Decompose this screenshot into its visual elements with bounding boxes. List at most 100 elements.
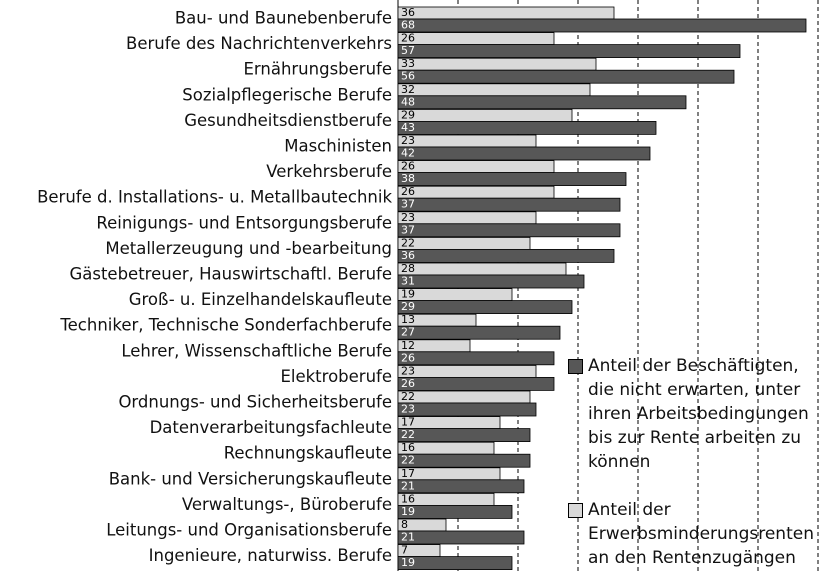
bar [397,109,573,122]
value-label: 19 [401,556,415,569]
value-label: 26 [401,351,415,364]
bar [397,376,555,391]
value-label: 22 [401,428,415,441]
value-label: 26 [401,32,415,45]
bar [397,57,597,71]
bar [397,274,585,289]
value-label: 22 [401,390,415,403]
category-label: Ernährungsberufe [243,60,392,79]
value-label: 21 [401,479,415,492]
bar [397,95,687,110]
category-label: Bank- und Versicherungskaufleute [109,469,392,488]
value-label: 19 [401,288,415,301]
value-label: 56 [401,70,415,83]
value-label: 36 [401,6,415,19]
category-label: Metallerzeugung und -bearbeitung [105,239,392,258]
category-label: Berufe d. Installations- u. Metallbautec… [37,188,392,207]
bar [397,530,525,545]
category-label: Verwaltungs-, Büroberufe [182,495,392,514]
bar [397,197,621,212]
value-label: 23 [401,211,415,224]
bar [397,479,525,494]
category-label: Gästebetreuer, Hauswirtschaftl. Berufe [69,265,392,284]
bar [397,325,561,340]
category-label: Reinigungs- und Entsorgungsberufe [96,213,392,232]
bar [397,32,555,45]
category-label: Bau- und Baunebenberufe [175,9,392,28]
bar [397,160,555,174]
category-label: Leitungs- und Organisationsberufe [106,521,392,540]
value-label: 13 [401,313,415,326]
category-label: Berufe des Nachrichtenverkehrs [126,34,392,53]
value-label: 19 [401,505,415,518]
value-label: 43 [401,121,415,134]
bar [397,300,573,315]
bar [397,172,627,187]
category-label: Ingenieure, naturwiss. Berufe [149,546,392,565]
value-label: 32 [401,83,415,96]
bar [397,556,513,570]
bar [397,248,615,263]
bar [397,185,555,199]
bar [397,146,651,161]
category-label: Maschinisten [284,137,392,156]
value-label: 17 [401,467,415,480]
value-label: 29 [401,300,415,313]
category-label: Groß- u. Einzelhandelskaufleute [129,290,392,309]
value-label: 28 [401,262,415,275]
bar [397,351,555,366]
value-label: 16 [401,441,415,454]
bar [397,504,513,519]
value-label: 23 [401,403,415,416]
category-label: Datenverarbeitungsfachleute [150,418,392,437]
bar [397,288,513,302]
value-label: 27 [401,326,415,339]
value-label: 22 [401,236,415,249]
bar [397,6,615,20]
category-label: Rechnungskaufleute [224,444,392,463]
legend-item: Anteil der Beschäftigten, die nicht erwa… [568,354,818,474]
legend-swatch [568,359,583,374]
value-label: 23 [401,364,415,377]
value-label: 36 [401,249,415,262]
value-label: 12 [401,339,415,352]
bar [397,83,591,97]
category-label: Techniker, Technische Sonderfachberufe [59,316,392,335]
value-label: 17 [401,416,415,429]
bar [397,453,531,468]
value-label: 7 [401,544,408,557]
value-label: 26 [401,160,415,173]
value-label: 23 [401,134,415,147]
bar [397,69,735,84]
category-label: Lehrer, Wissenschaftliche Berufe [121,341,392,360]
category-label: Verkehrsberufe [266,162,392,181]
legend-label: Anteil der Beschäftigten, die nicht erwa… [588,356,809,472]
bar [397,18,807,33]
bar [397,121,657,135]
value-label: 33 [401,57,415,70]
value-label: 38 [401,172,415,185]
legend-swatch [568,503,583,518]
value-label: 42 [401,147,415,160]
value-label: 26 [401,185,415,198]
bar [397,236,531,250]
bar [397,402,537,417]
category-label: Elektroberufe [280,367,392,386]
bar [397,211,537,225]
bar [397,364,537,378]
category-label: Sozialpflegerische Berufe [182,85,392,104]
value-label: 37 [401,198,415,211]
value-label: 37 [401,223,415,236]
bar [397,223,621,238]
value-label: 16 [401,492,415,505]
value-label: 22 [401,454,415,467]
bar [397,134,537,148]
value-label: 31 [401,275,415,288]
bar [397,44,741,58]
bar [397,390,531,404]
category-label: Ordnungs- und Sicherheitsberufe [118,393,392,412]
legend-label: Anteil der Erwerbsminderungsrenten an de… [588,500,814,568]
value-label: 68 [401,19,415,32]
